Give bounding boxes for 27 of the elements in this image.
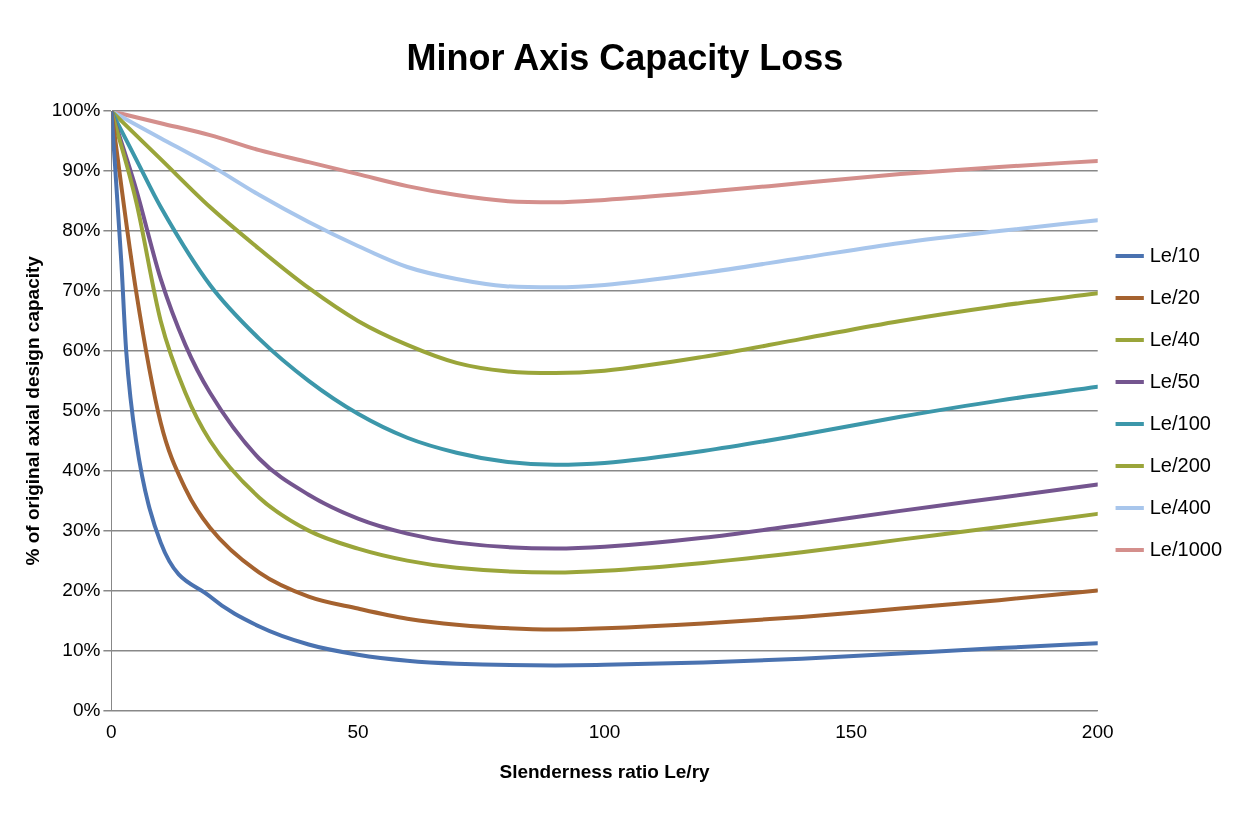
y-tick-label: 80%	[62, 219, 101, 241]
y-tick-label: 20%	[62, 578, 101, 600]
legend-label: Le/100	[1149, 411, 1211, 434]
y-tick-label: 50%	[62, 399, 101, 421]
y-tick-label: 100%	[51, 99, 101, 121]
x-tick-label: 50	[347, 721, 369, 743]
y-tick-label: 10%	[62, 638, 101, 660]
y-tick-label: 60%	[62, 339, 101, 361]
legend-label: Le/50	[1149, 369, 1200, 392]
x-tick-label: 100	[588, 721, 621, 743]
y-tick-label: 0%	[72, 698, 101, 720]
x-tick-label: 150	[835, 721, 867, 743]
legend-label: Le/20	[1149, 285, 1200, 308]
legend-label: Le/1000	[1149, 537, 1222, 560]
y-tick-label: 30%	[62, 518, 101, 540]
y-tick-label: 70%	[62, 279, 101, 301]
y-tick-label: 90%	[62, 159, 101, 181]
x-axis-title: Slenderness ratio Le/ry	[499, 760, 711, 782]
y-tick-label: 40%	[62, 458, 101, 480]
chart-title: Minor Axis Capacity Loss	[406, 36, 844, 78]
legend-label: Le/40	[1149, 327, 1200, 350]
x-tick-label: 200	[1081, 721, 1114, 743]
legend-label: Le/10	[1149, 243, 1200, 266]
y-axis-title: % of original axial design capacity	[21, 255, 43, 566]
legend-label: Le/400	[1149, 495, 1211, 518]
x-tick-label: 0	[106, 721, 117, 743]
legend-label: Le/200	[1149, 453, 1211, 476]
